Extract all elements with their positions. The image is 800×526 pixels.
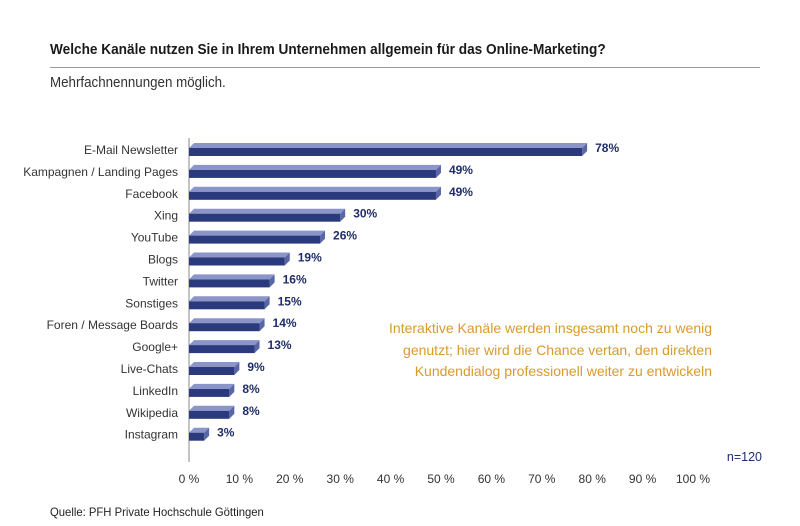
value-label: 3% (217, 426, 235, 440)
x-tick-label: 90 % (629, 472, 657, 486)
annotation-line: genutzt; hier wird die Chance vertan, de… (403, 341, 712, 358)
bar-top-face (189, 164, 441, 170)
bar-end-face (340, 208, 346, 222)
category-label: Sonstiges (125, 296, 178, 310)
category-label: Foren / Message Boards (47, 318, 178, 332)
bar-top-face (189, 186, 441, 192)
category-label: Xing (154, 209, 178, 223)
x-tick-label: 10 % (226, 472, 254, 486)
bar-end-face (229, 383, 235, 397)
value-label: 78% (595, 141, 619, 155)
bar (189, 213, 341, 222)
source-note: Quelle: PFH Private Hochschule Göttingen (50, 505, 264, 519)
category-label: Live-Chats (121, 362, 178, 376)
value-label: 13% (268, 338, 292, 352)
category-label: Google+ (132, 340, 178, 354)
category-label: Instagram (125, 428, 178, 442)
bar (189, 432, 205, 441)
x-tick-label: 30 % (327, 472, 355, 486)
bar-end-face (284, 252, 290, 266)
category-label: Facebook (125, 187, 179, 201)
bar-top-face (189, 427, 210, 433)
chart-subtitle: Mehrfachnennungen möglich. (50, 75, 226, 91)
bar-end-face (259, 318, 265, 332)
sample-size-label: n=120 (726, 450, 762, 464)
value-label: 8% (242, 382, 260, 396)
bar-top-face (189, 318, 265, 324)
bar-end-face (435, 164, 441, 178)
bar-end-face (320, 230, 326, 244)
annotation-line: Interaktive Kanäle werden insgesamt noch… (389, 320, 712, 336)
chart-title: Welche Kanäle nutzen Sie in Ihrem Untern… (50, 42, 606, 58)
bar (189, 169, 436, 178)
value-label: 19% (298, 251, 322, 265)
bar-end-face (264, 296, 270, 310)
x-tick-label: 40 % (377, 472, 405, 486)
category-label: LinkedIn (133, 384, 178, 398)
bar-end-face (204, 427, 210, 441)
bar-top-face (189, 143, 588, 148)
bar (189, 367, 235, 375)
bar-top-face (189, 208, 346, 214)
bar-end-face (229, 405, 235, 419)
bar-top-face (189, 383, 235, 389)
category-label: E-Mail Newsletter (84, 143, 178, 157)
bar-top-face (189, 274, 275, 280)
category-label: Wikipedia (126, 406, 178, 420)
bar (189, 345, 255, 354)
value-label: 26% (333, 229, 357, 243)
value-label: 30% (353, 207, 377, 221)
value-label: 14% (273, 316, 297, 330)
x-tick-label: 50 % (427, 472, 455, 486)
title-divider (50, 67, 760, 68)
bar-end-face (234, 362, 240, 375)
bar-end-face (254, 340, 260, 354)
bar (189, 279, 270, 288)
value-label: 49% (449, 163, 473, 177)
value-label: 15% (278, 294, 302, 308)
x-tick-label: 100 % (676, 472, 710, 486)
annotation-note: Interaktive Kanäle werden insgesamt noch… (380, 318, 712, 383)
bar-end-face (582, 143, 588, 156)
x-tick-label: 70 % (528, 472, 556, 486)
bar-end-face (435, 186, 441, 200)
bar (189, 235, 321, 244)
bar (189, 410, 230, 419)
bar-top-face (189, 230, 326, 236)
x-tick-label: 60 % (478, 472, 506, 486)
bar-top-face (189, 340, 260, 346)
bar (189, 257, 285, 266)
value-label: 16% (283, 272, 307, 286)
bar-top-face (189, 362, 240, 367)
bar-top-face (189, 405, 235, 411)
x-tick-label: 80 % (579, 472, 607, 486)
bar-end-face (269, 274, 275, 288)
bar (189, 301, 265, 310)
annotation-line: Kundendialog professionell weiter zu ent… (414, 363, 712, 379)
value-label: 49% (449, 185, 473, 199)
category-label: Kampagnen / Landing Pages (23, 165, 178, 179)
bar (189, 388, 230, 397)
bar (189, 323, 260, 332)
value-label: 9% (247, 360, 265, 374)
bar-top-face (189, 296, 270, 302)
category-label: Twitter (143, 274, 178, 288)
value-label: 8% (242, 404, 260, 418)
category-label: YouTube (131, 231, 178, 245)
bar (189, 148, 583, 156)
bar (189, 191, 436, 200)
category-label: Blogs (148, 253, 178, 267)
x-tick-label: 20 % (276, 472, 304, 486)
x-tick-label: 0 % (179, 472, 200, 486)
bar-top-face (189, 252, 290, 258)
